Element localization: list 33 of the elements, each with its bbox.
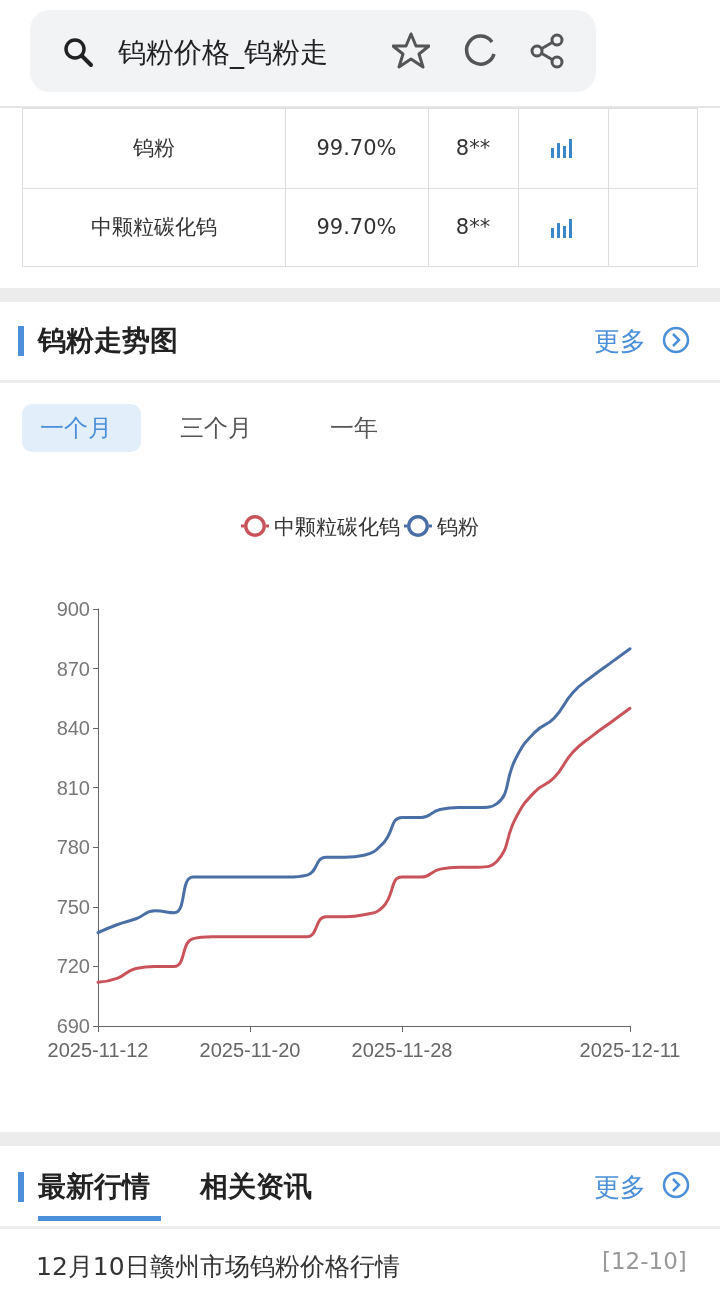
- text: 更多: [594, 325, 646, 358]
- text: 钨粉价格_钨粉走: [118, 35, 328, 71]
- text: 相关资讯: [200, 1169, 312, 1205]
- text: 三个月: [180, 413, 252, 444]
- text: 钨粉: [22, 108, 285, 188]
- y-tick-label: 690: [56, 1015, 90, 1037]
- legend-label: 中颗粒碳化钨: [274, 514, 400, 538]
- y-tick-label: 750: [56, 895, 90, 918]
- x-tick-label: 2025-12-11: [579, 1039, 681, 1061]
- x-tick-label: 2025-11-28: [351, 1039, 453, 1061]
- x-tick-label: 2025-11-20: [199, 1039, 301, 1061]
- text: 一个月: [40, 413, 112, 444]
- y-tick-label: 810: [56, 776, 90, 799]
- text: 中颗粒碳化钨: [22, 188, 285, 266]
- text: 一年: [330, 413, 378, 444]
- line-series: [96, 647, 632, 935]
- legend-label: 钨粉: [436, 514, 479, 538]
- x-tick-label: 2025-11-12: [47, 1039, 149, 1061]
- chart-title: 钨粉走势图: [38, 323, 178, 359]
- y-tick-label: 720: [56, 955, 90, 978]
- y-tick-label: 900: [56, 598, 90, 620]
- y-tick-label: 870: [56, 657, 90, 680]
- text: 12月10日赣州市场钨粉价格行情: [36, 1251, 400, 1283]
- text: 最新行情: [38, 1169, 150, 1205]
- text: 8**: [428, 108, 518, 188]
- text: 8**: [428, 188, 518, 266]
- y-tick-label: 780: [56, 836, 90, 859]
- text: [12-10]: [602, 1248, 687, 1274]
- text: 更多: [594, 1171, 646, 1204]
- text: 99.70%: [285, 188, 428, 266]
- y-tick-label: 840: [56, 717, 90, 740]
- text: 99.70%: [285, 108, 428, 188]
- line-series: [96, 706, 632, 984]
